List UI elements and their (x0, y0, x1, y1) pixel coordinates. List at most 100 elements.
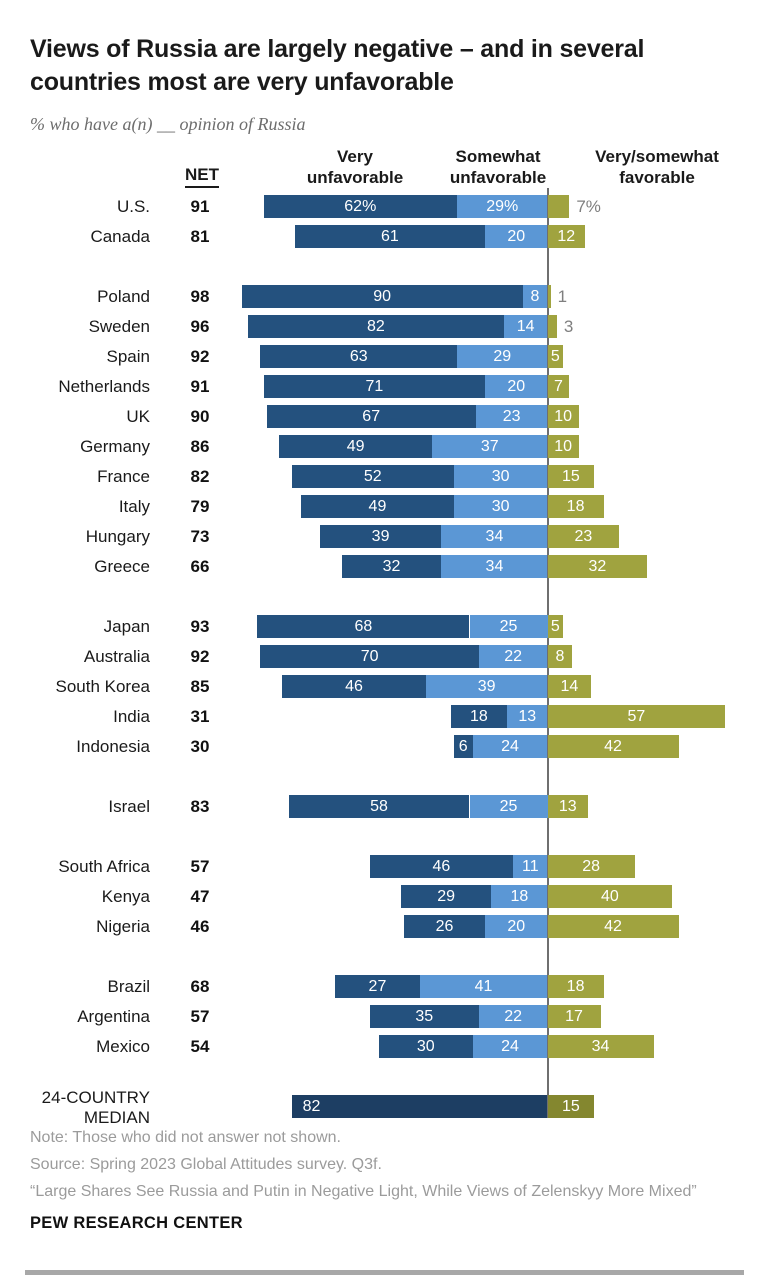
country-label: South Africa (58, 857, 150, 876)
country-label: Germany (80, 437, 150, 456)
table-row: Hungary 73 39 34 23 (0, 522, 766, 552)
bar-segment-very-unfavorable: 90 (241, 285, 523, 308)
bar-segment-somewhat-unfavorable: 39 (425, 675, 548, 698)
table-row: Canada 81 61 20 12 (0, 222, 766, 252)
bottom-divider (25, 1270, 744, 1275)
net-value: 68 (190, 977, 210, 996)
bar-value-label-outside: 3 (563, 317, 574, 336)
bar-segment-very-unfavorable: 39 (319, 525, 442, 548)
net-value: 82 (190, 467, 210, 486)
bar-segment-somewhat-unfavorable: 22 (478, 1005, 548, 1028)
bar-segment-somewhat-unfavorable: 37 (432, 435, 548, 458)
table-row: Brazil 68 27 41 18 (0, 972, 766, 1002)
bar-segment-favorable: 23 (547, 525, 620, 548)
table-row: Argentina 57 35 22 17 (0, 1002, 766, 1032)
chart-subtitle: % who have a(n) __ opinion of Russia (30, 114, 306, 134)
bar-segment-very-unfavorable: 46 (369, 855, 514, 878)
country-label: U.S. (116, 197, 150, 216)
bar-segment-very-unfavorable: 18 (450, 705, 507, 728)
bar-segment-somewhat-unfavorable: 25 (469, 795, 548, 818)
bar-segment-somewhat-unfavorable: 34 (441, 555, 548, 578)
net-value: 83 (190, 797, 210, 816)
net-value: 91 (190, 377, 210, 396)
country-label: South Korea (55, 677, 150, 696)
net-value: 96 (190, 317, 210, 336)
net-value: 91 (190, 197, 210, 216)
report-title-line: “Large Shares See Russia and Putin in Ne… (30, 1183, 697, 1200)
table-row: Spain 92 63 29 5 (0, 342, 766, 372)
note-line: Note: Those who did not answer not shown… (30, 1129, 341, 1146)
bar-segment-favorable: 13 (547, 795, 589, 818)
bar-segment-favorable: 12 (547, 225, 585, 248)
country-label: 24-COUNTRY MEDIAN (41, 1088, 150, 1127)
bar-segment-favorable: 7 (547, 375, 570, 398)
bar-segment-favorable: 18 (547, 495, 604, 518)
bar-segment-somewhat-unfavorable: 11 (513, 855, 548, 878)
table-row: South Africa 57 46 11 28 (0, 852, 766, 882)
bar-segment-favorable (547, 285, 551, 308)
bar-segment-very-unfavorable: 61 (294, 225, 486, 248)
column-header-net: NET (172, 134, 232, 188)
table-row: Poland 98 90 8 1 (0, 282, 766, 312)
bar-segment-favorable: 57 (547, 705, 726, 728)
bar-segment-somewhat-unfavorable: 29% (457, 195, 548, 218)
bar-segment-very-unfavorable: 82 (247, 315, 504, 338)
table-row: Mexico 54 30 24 34 (0, 1032, 766, 1062)
net-value: 92 (190, 647, 210, 666)
country-label: Hungary (85, 527, 150, 546)
bar-segment-somewhat-unfavorable: 13 (506, 705, 548, 728)
bar-segment-somewhat-unfavorable: 30 (453, 465, 548, 488)
net-value: 66 (190, 557, 210, 576)
net-value: 46 (190, 917, 210, 936)
bar-segment-favorable: 32 (547, 555, 648, 578)
table-row: South Korea 85 46 39 14 (0, 672, 766, 702)
table-row: Germany 86 49 37 10 (0, 432, 766, 462)
table-row: Japan 93 68 25 5 (0, 612, 766, 642)
bar-segment-favorable: 15 (547, 1095, 595, 1118)
table-row: Sweden 96 82 14 3 (0, 312, 766, 342)
country-label: Australia (83, 647, 150, 666)
bar-segment-favorable (547, 195, 570, 218)
bar-segment-very-unfavorable: 67 (266, 405, 476, 428)
bar-segment-favorable: 14 (547, 675, 592, 698)
country-label: Japan (103, 617, 150, 636)
net-value: 79 (190, 497, 210, 516)
table-row: Netherlands 91 71 20 7 (0, 372, 766, 402)
bar-segment-somewhat-unfavorable: 24 (472, 1035, 548, 1058)
net-value: 57 (190, 857, 210, 876)
table-row: Kenya 47 29 18 40 (0, 882, 766, 912)
country-label: Indonesia (76, 737, 150, 756)
table-row: Israel 83 58 25 13 (0, 792, 766, 822)
bar-segment-very-unfavorable: 46 (282, 675, 426, 698)
net-value: 73 (190, 527, 210, 546)
table-row: Australia 92 70 22 8 (0, 642, 766, 672)
bar-segment-favorable: 8 (547, 645, 573, 668)
net-value: 81 (190, 227, 210, 246)
net-value: 47 (190, 887, 210, 906)
column-header-somewhat-unfavorable: Somewhat unfavorable (449, 147, 547, 187)
bar-segment-favorable: 5 (547, 345, 564, 368)
bar-segment-somewhat-unfavorable: 25 (469, 615, 548, 638)
country-label: Italy (118, 497, 150, 516)
bar-segment-very-unfavorable: 68 (257, 615, 470, 638)
bar-segment-very-unfavorable: 62% (263, 195, 458, 218)
footer: Note: Those who did not answer not shown… (30, 1124, 736, 1233)
country-label: Brazil (107, 977, 150, 996)
bar-segment-favorable: 15 (547, 465, 595, 488)
column-header-very-unfavorable: Very unfavorable (306, 147, 404, 187)
bar-segment-very-unfavorable: 58 (288, 795, 470, 818)
country-label: UK (126, 407, 150, 426)
bar-segment-very-unfavorable: 6 (453, 735, 473, 758)
bar-segment-somewhat-unfavorable: 24 (472, 735, 548, 758)
country-label: Sweden (88, 317, 150, 336)
bar-segment-very-unfavorable: 52 (291, 465, 454, 488)
table-row: Indonesia 30 6 24 42 (0, 732, 766, 762)
bar-segment-somewhat-unfavorable: 20 (485, 915, 548, 938)
bar-segment-very-unfavorable: 63 (260, 345, 457, 368)
net-value: 90 (190, 407, 210, 426)
table-row: Italy 79 49 30 18 (0, 492, 766, 522)
pew-research-center-logo: PEW RESEARCH CENTER (30, 1214, 243, 1232)
bar-segment-somewhat-unfavorable: 41 (419, 975, 548, 998)
